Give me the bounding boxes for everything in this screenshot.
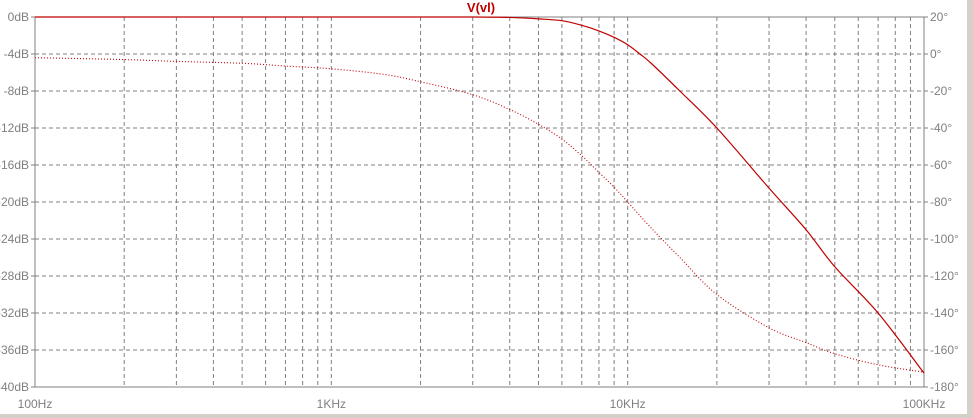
y-left-tick-label: 0dB (8, 10, 29, 24)
y-left-tick-label: -40dB (0, 380, 29, 394)
y-left-tick-label: -12dB (0, 121, 29, 135)
magnitude-trace (35, 16, 925, 374)
y-right-tick-label: -180° (930, 380, 959, 394)
y-left-tick-label: -16dB (0, 158, 29, 172)
phase-trace (34, 57, 925, 373)
y-left-tick-label: -32dB (0, 306, 29, 320)
x-tick-label: 100KHz (903, 397, 946, 411)
y-left-tick-label: -20dB (0, 195, 29, 209)
y-right-tick-label: 20° (930, 10, 948, 24)
y-left-tick-label: -4dB (4, 47, 29, 61)
chart-title: V(vl) (467, 0, 495, 15)
window-edge-bottom (0, 414, 973, 418)
y-right-tick-label: -80° (930, 195, 952, 209)
x-tick-label: 10KHz (610, 397, 646, 411)
y-right-tick-label: -160° (930, 343, 959, 357)
x-tick-label: 1KHz (317, 397, 346, 411)
tick-label-layer: 0dB -4dB -8dB -12dB -16dB -20dB -24dB -28dB -32d… (0, 10, 959, 411)
y-right-tick-label: -140° (930, 306, 959, 320)
y-right-tick-label: -20° (930, 84, 952, 98)
y-right-tick-label: -120° (930, 269, 959, 283)
y-right-tick-label: 0° (930, 47, 942, 61)
y-right-tick-label: -60° (930, 158, 952, 172)
trace-layer (34, 16, 925, 374)
y-left-tick-label: -24dB (0, 232, 29, 246)
y-left-tick-label: -28dB (0, 269, 29, 283)
y-left-tick-label: -8dB (4, 84, 29, 98)
y-right-tick-label: -100° (930, 232, 959, 246)
y-right-tick-label: -40° (930, 121, 952, 135)
x-tick-label: 100Hz (18, 397, 53, 411)
grid-layer (35, 17, 924, 387)
window-edge-right (967, 0, 973, 418)
y-left-tick-label: -36dB (0, 343, 29, 357)
